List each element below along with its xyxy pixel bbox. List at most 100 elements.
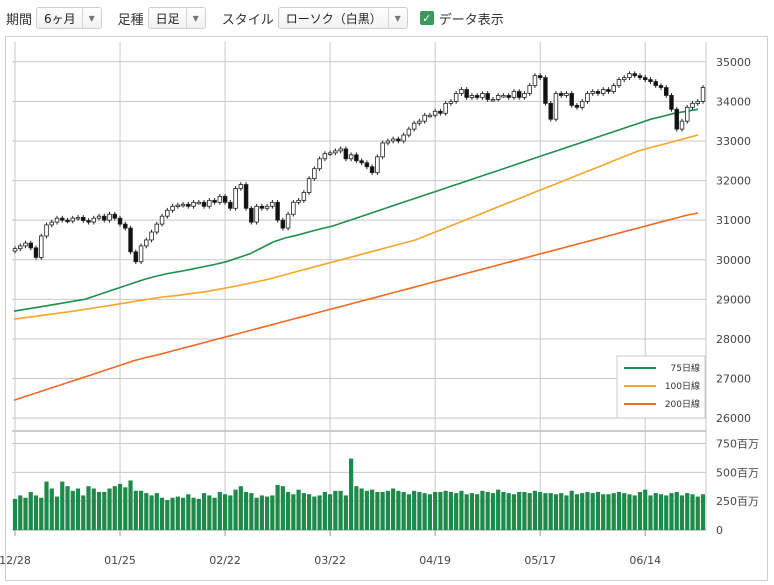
candle-body: [432, 110, 438, 116]
period-select[interactable]: 6ヶ月 ▼: [36, 7, 102, 29]
volume-bar: [653, 493, 658, 530]
volume-bar: [123, 487, 128, 530]
price-tick-label: 32000: [716, 175, 751, 188]
legend-item-ma100-label: 100日線: [665, 380, 700, 392]
candle-body: [443, 102, 448, 114]
volume-bar: [580, 493, 585, 530]
candle-body: [33, 247, 39, 258]
volume-bar: [422, 493, 427, 530]
volume-bar: [180, 497, 186, 530]
price-tick-label: 35000: [716, 56, 751, 69]
volume-bar: [354, 486, 359, 530]
style-select[interactable]: ローソク（白黒） ▼: [277, 7, 408, 29]
volume-bar: [196, 498, 201, 530]
volume-bar: [391, 488, 396, 530]
price-tick-label: 28000: [716, 333, 751, 346]
volume-bar: [201, 493, 207, 530]
volume-bar: [401, 491, 406, 530]
price-tick-label: 30000: [716, 254, 751, 267]
volume-bar: [438, 491, 443, 530]
bar-type-select[interactable]: 日足 ▼: [147, 7, 206, 29]
candle-body: [75, 216, 81, 220]
volume-bar: [39, 497, 44, 530]
candle-body: [296, 199, 301, 203]
ma200-line: [13, 212, 699, 402]
candle-body: [133, 251, 139, 263]
volume-bar: [212, 497, 217, 530]
volume-bar: [448, 491, 454, 530]
candle-body: [54, 217, 60, 223]
candle-body: [285, 213, 291, 229]
volume-bar: [611, 493, 616, 530]
bar-type-select-value: 日足: [155, 11, 180, 26]
ma100-line: [13, 134, 699, 320]
volume-bar: [18, 495, 23, 530]
volume-bar: [585, 491, 590, 530]
candle-body: [348, 154, 354, 160]
volume-bar: [469, 493, 475, 530]
candle-body: [390, 138, 396, 142]
candle-body: [585, 93, 590, 102]
candle-body: [422, 114, 427, 122]
volume-bar: [574, 494, 580, 530]
price-tick-label: 34000: [716, 95, 751, 108]
volume-tick-label: 0: [716, 524, 723, 537]
candle-body: [338, 148, 343, 152]
volume-bar: [233, 489, 238, 530]
candle-body: [674, 108, 679, 130]
volume-bar: [328, 494, 333, 530]
volume-bar: [564, 495, 569, 530]
x-tick-label: 02/22: [209, 554, 241, 567]
candle-body: [658, 85, 664, 88]
volume-bar: [243, 491, 249, 530]
candle-body: [107, 213, 112, 221]
volume-bar: [496, 489, 501, 530]
style-select-value: ローソク（白黒）: [285, 11, 382, 26]
candle-body: [217, 196, 223, 203]
volume-bar: [569, 490, 574, 530]
candle-body: [343, 148, 349, 160]
price-tick-label: 33000: [716, 135, 751, 148]
candle-body: [317, 158, 322, 170]
volume-bar: [333, 490, 338, 530]
candle-body: [112, 213, 118, 219]
volume-bar: [559, 493, 564, 530]
volume-bar: [637, 491, 643, 530]
candle-body: [648, 79, 653, 82]
volume-bar: [112, 486, 117, 530]
chevron-down-icon: ▼: [387, 8, 407, 28]
candle-body: [175, 204, 181, 208]
volume-bar: [632, 495, 637, 530]
volume-bar: [543, 493, 548, 530]
candle-body: [595, 91, 601, 94]
chevron-down-icon: ▼: [185, 8, 205, 28]
volume-bar: [285, 491, 291, 530]
x-tick-label: 05/17: [524, 554, 556, 567]
volume-bar: [674, 491, 679, 530]
volume-bar: [81, 495, 86, 530]
volume-bar: [364, 490, 369, 530]
volume-bar: [616, 491, 622, 530]
candle-body: [364, 162, 370, 168]
volume-bar: [23, 497, 28, 530]
candle-body: [233, 188, 238, 209]
candle-body: [464, 89, 469, 98]
candle-body: [401, 134, 406, 142]
period-label: 期間: [6, 12, 33, 28]
volume-bar: [511, 494, 517, 530]
candle-body: [637, 75, 643, 79]
volume-bar: [217, 491, 222, 530]
volume-bar: [12, 498, 18, 530]
candle-body: [616, 79, 622, 86]
candle-body: [159, 215, 165, 225]
volume-bar: [33, 495, 39, 530]
candle-body: [128, 227, 133, 253]
volume-bar: [695, 496, 700, 530]
candle-body: [144, 239, 149, 247]
volume-bar: [664, 495, 669, 530]
candle-body: [369, 166, 375, 174]
data-display-checkbox[interactable]: ✓ データ表示: [419, 9, 504, 28]
volume-bar: [669, 493, 674, 530]
volume-bar: [228, 495, 233, 530]
